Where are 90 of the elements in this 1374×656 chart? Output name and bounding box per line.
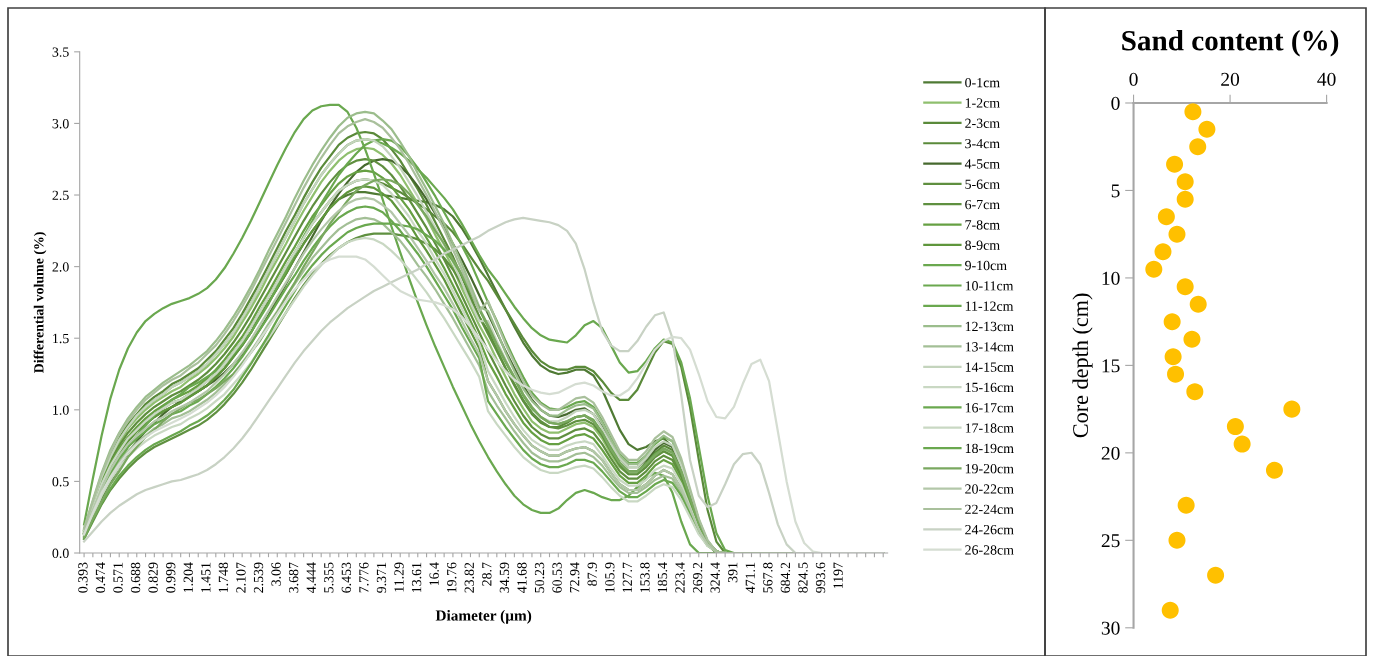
y-tick-label: 2.0	[52, 262, 69, 272]
x-tick-label: 185.4	[657, 562, 668, 593]
x-tick-label: 3.06	[271, 562, 281, 586]
x-tick-label: 391	[728, 562, 738, 583]
x-tick-label: 9.371	[376, 562, 387, 593]
legend-label: 22-24cm	[965, 504, 1014, 514]
y-axis-title: Core depth (cm)	[1072, 293, 1093, 438]
legend-label: 10-11cm	[965, 281, 1014, 291]
y-tick-label: 5	[1111, 184, 1120, 198]
legend-label: 6-7cm	[965, 199, 1000, 210]
y-tick-label: 2.5	[52, 190, 69, 201]
y-tick-label: 3.0	[52, 119, 69, 129]
x-tick-label: 6.453	[341, 562, 352, 593]
y-tick-label: 30	[1101, 621, 1120, 635]
legend-label: 9-10cm	[965, 260, 1007, 271]
x-tick-label: 0.829	[148, 562, 158, 593]
x-tick-label: 153.8	[640, 562, 650, 593]
legend-label: 15-16cm	[965, 382, 1014, 393]
legend-label: 7-8cm	[965, 220, 1000, 230]
x-axis-title: Diameter (µm)	[435, 609, 532, 624]
y-tick-label: 25	[1101, 534, 1120, 548]
x-tick-label: 2.539	[253, 562, 264, 593]
x-tick-label: 105.9	[605, 562, 615, 593]
x-tick-label: 0.474	[95, 562, 106, 593]
x-tick-label: 50.23	[534, 562, 545, 593]
x-tick-label: 87.9	[587, 562, 597, 586]
x-tick-label: 19.76	[447, 562, 457, 593]
y-axis-title: Differential volume (%)	[33, 232, 47, 374]
x-tick-label: 127.7	[622, 562, 633, 593]
x-tick-label: 2.107	[236, 562, 246, 593]
legend-label: 12-13cm	[965, 321, 1014, 332]
x-tick-label: 1.451	[201, 562, 211, 593]
y-tick-label: 0.5	[52, 476, 69, 487]
x-tick-label: 993.6	[815, 562, 826, 593]
legend-label: 0-1cm	[965, 77, 1000, 88]
y-tick-label: 15	[1102, 359, 1120, 373]
x-tick-label: 1.204	[183, 562, 193, 593]
x-tick-label: 7.776	[359, 562, 369, 593]
x-tick-label: 5.355	[324, 562, 334, 593]
x-tick-label: 40	[1317, 72, 1336, 86]
legend-label: 8-9cm	[965, 240, 1000, 250]
x-tick-label: 0	[1129, 72, 1138, 86]
x-tick-label: 0.688	[130, 562, 141, 593]
chart-title: Sand content (%)	[1122, 29, 1339, 57]
x-tick-label: 567.8	[763, 562, 773, 593]
x-tick-label: 324.4	[710, 562, 720, 593]
x-tick-label: 41.68	[517, 562, 527, 594]
x-tick-label: 28.7	[482, 562, 492, 586]
x-tick-label: 60.53	[552, 562, 562, 593]
legend-label: 2-3cm	[965, 118, 1000, 128]
x-tick-label: 72.94	[570, 562, 580, 593]
x-tick-label: 684.2	[780, 562, 791, 593]
legend-label: 17-18cm	[965, 423, 1014, 433]
x-tick-label: 0.999	[166, 562, 176, 593]
legend-label: 4-5cm	[964, 159, 1000, 169]
legend-label: 19-20cm	[965, 463, 1014, 474]
x-tick-label: 3.687	[288, 562, 299, 593]
legend-label: 20-22cm	[965, 484, 1014, 494]
x-tick-label: 11.29	[394, 562, 404, 592]
x-tick-label: 269.2	[692, 562, 703, 593]
y-tick-label: 3.5	[52, 47, 69, 57]
x-tick-label: 1.748	[218, 562, 229, 593]
x-tick-label: 824.5	[798, 562, 808, 593]
x-tick-label: 0.393	[78, 562, 88, 593]
x-tick-label: 4.444	[306, 562, 316, 594]
y-tick-label: 0.0	[52, 548, 69, 559]
legend-label: 11-12cm	[965, 301, 1014, 311]
x-tick-label: 34.59	[499, 562, 510, 593]
legend-label: 24-26cm	[965, 524, 1014, 535]
legend-label: 26-28cm	[965, 545, 1014, 555]
legend-label: 16-17cm	[965, 403, 1014, 413]
x-tick-label: 20	[1221, 72, 1240, 86]
legend-label: 14-15cm	[965, 362, 1014, 372]
x-tick-label: 0.571	[113, 562, 123, 593]
x-tick-label: 23.82	[464, 562, 475, 593]
y-tick-label: 1.5	[53, 333, 69, 344]
legend-label: 3-4cm	[965, 138, 1000, 149]
y-tick-label: 10	[1102, 271, 1120, 285]
legend-label: 18-19cm	[965, 443, 1014, 454]
x-tick-label: 471.1	[745, 562, 756, 594]
legend-label: 13-14cm	[965, 342, 1014, 352]
x-tick-label: 16.4	[429, 562, 439, 586]
legend-label: 5-6cm	[965, 179, 1000, 189]
y-tick-label: 0	[1111, 96, 1120, 110]
x-tick-label: 223.4	[675, 562, 685, 593]
x-tick-label: 13.61	[411, 562, 422, 593]
y-tick-label: 1.0	[53, 405, 69, 415]
y-tick-label: 20	[1101, 446, 1120, 460]
legend-label: 1-2cm	[965, 98, 1000, 108]
x-tick-label: 1197	[833, 562, 843, 589]
